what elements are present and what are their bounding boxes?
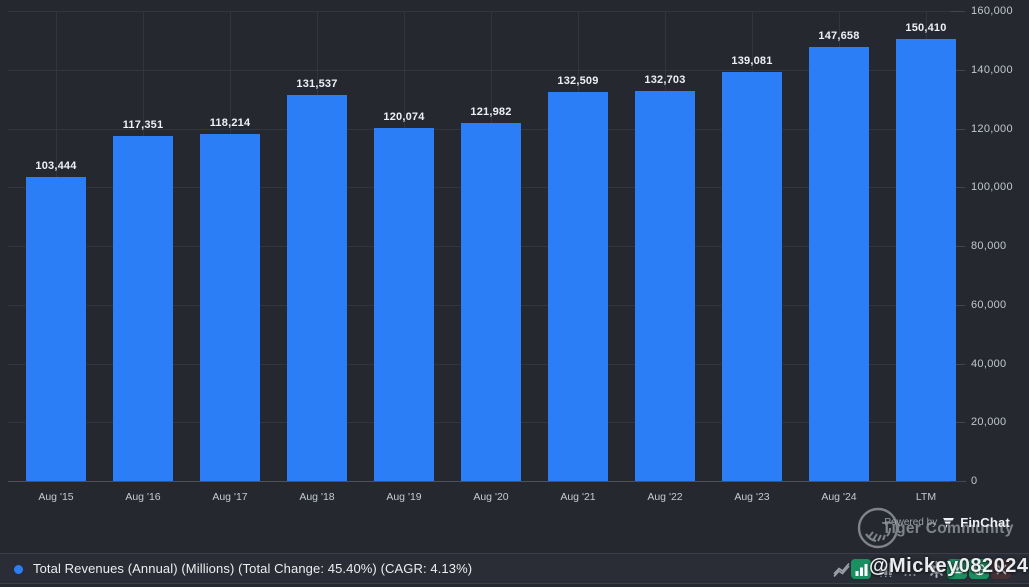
download-icon <box>951 563 963 574</box>
bar-Aug '16[interactable] <box>113 136 173 481</box>
x-axis-label: Aug '16 <box>125 491 161 503</box>
bar-value-label: 117,351 <box>122 119 164 131</box>
bar-value-label: 103,444 <box>35 160 77 172</box>
bar-value-label: 131,537 <box>296 78 338 90</box>
bar-value-label: 139,081 <box>731 55 773 67</box>
line-chart-icon[interactable] <box>831 559 851 579</box>
y-axis-tick-label: 160,000 <box>971 5 1013 17</box>
bar-Aug '24[interactable] <box>809 47 869 481</box>
bar-value-label: 150,410 <box>905 22 947 34</box>
revenue-bar-chart: 0 20,000 40,000 60,000 80,000 100,000 120,000 1… <box>8 5 1013 503</box>
bar-value-label: 121,982 <box>470 106 512 118</box>
bar-chart-button[interactable] <box>851 559 871 579</box>
close-button[interactable] <box>991 559 1011 579</box>
bar-Aug '18[interactable] <box>287 95 347 481</box>
bar-Aug '20[interactable] <box>461 123 521 481</box>
bar-Aug '21[interactable] <box>548 92 608 481</box>
bar-Aug '22[interactable] <box>635 91 695 481</box>
download-button[interactable] <box>947 559 967 579</box>
x-axis-label: LTM <box>915 491 937 503</box>
bar-Aug '19[interactable] <box>374 128 434 481</box>
x-axis-label: Aug '17 <box>212 491 248 503</box>
gridline-horizontal <box>8 11 957 12</box>
y-axis-tick-label: 0 <box>971 475 978 487</box>
x-axis-baseline <box>8 481 966 482</box>
x-axis-label: Aug '20 <box>473 491 509 503</box>
bar-LTM[interactable] <box>896 39 956 481</box>
x-axis-label: Aug '18 <box>299 491 335 503</box>
legend-series-label[interactable]: Total Revenues (Annual) (Millions) (Tota… <box>33 561 473 576</box>
y-axis-tick-label: 60,000 <box>971 298 1007 311</box>
bar-Aug '15[interactable] <box>26 177 86 481</box>
y-axis-tick <box>950 128 965 130</box>
stacked-bar-icon[interactable] <box>876 559 896 579</box>
bar-value-label: 120,074 <box>383 111 425 123</box>
globe-button[interactable] <box>969 559 989 579</box>
finchat-logo-icon <box>943 518 955 528</box>
y-axis-tick <box>950 304 965 306</box>
x-axis-label: Aug '21 <box>560 491 596 503</box>
finchat-brand-label: FinChat <box>960 515 1010 530</box>
x-axis-label: Aug '23 <box>734 491 770 503</box>
y-axis-tick <box>950 187 965 189</box>
x-axis-label: Aug '24 <box>821 491 857 503</box>
bar-Aug '23[interactable] <box>722 72 782 481</box>
globe-icon <box>973 563 985 575</box>
x-axis-label: Aug '19 <box>386 491 422 503</box>
bar-Aug '17[interactable] <box>200 134 260 481</box>
x-axis-label: Aug '22 <box>647 491 683 503</box>
powered-by-label: Powered by <box>884 517 938 528</box>
y-axis-tick <box>950 246 965 247</box>
y-axis-tick-label: 120,000 <box>971 122 1013 135</box>
y-axis-tick-label: 40,000 <box>971 357 1007 370</box>
close-icon <box>996 564 1006 574</box>
y-axis-tick-label: 140,000 <box>971 63 1013 76</box>
bar-value-label: 132,703 <box>644 74 686 86</box>
bar-chart-icon <box>855 563 867 576</box>
bar-value-label: 147,658 <box>818 30 860 42</box>
y-axis-tick <box>950 481 965 482</box>
y-axis-tick <box>950 363 965 365</box>
bar-value-label: 132,509 <box>557 75 599 87</box>
bar-value-label: 118,214 <box>209 117 251 129</box>
gridline-horizontal <box>8 69 957 71</box>
y-axis-tick-label: 100,000 <box>971 181 1013 194</box>
y-axis-tick-label: 20,000 <box>971 416 1007 429</box>
y-axis-tick <box>950 69 965 71</box>
y-axis-tick <box>950 422 965 424</box>
y-axis-tick-label: 80,000 <box>971 240 1007 252</box>
settings-gear-icon[interactable] <box>926 559 946 579</box>
y-axis-tick <box>950 11 965 12</box>
powered-by-finchat: Powered by FinChat <box>884 515 1010 530</box>
more-options-icon[interactable] <box>900 559 920 579</box>
legend-series-dot <box>14 565 23 574</box>
x-axis-label: Aug '15 <box>38 491 74 503</box>
legend-toolbar-row: Total Revenues (Annual) (Millions) (Tota… <box>0 553 1029 584</box>
